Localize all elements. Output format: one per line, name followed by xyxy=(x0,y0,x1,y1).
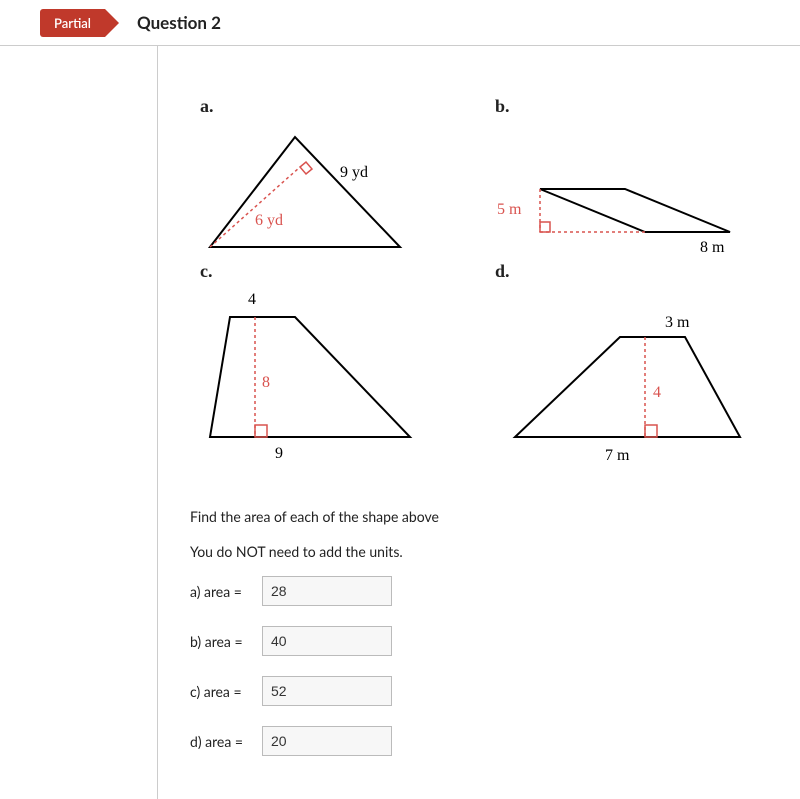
figure-c: c. 4 8 9 xyxy=(200,261,440,472)
trapezoid-c-svg: 4 8 9 xyxy=(200,282,430,472)
answer-d-label: d) area = xyxy=(190,731,262,752)
triangle-a-height-text: 6 yd xyxy=(255,212,283,229)
figures-grid: a. 6 yd 9 yd b. 5 m 8 m xyxy=(190,96,770,476)
triangle-a-svg: 6 yd 9 yd xyxy=(200,117,430,267)
instruction-line-1: Find the area of each of the shape above xyxy=(190,506,770,527)
trapezoid-c-height-text: 8 xyxy=(262,374,270,391)
vertical-divider xyxy=(157,46,158,799)
answer-d-input[interactable] xyxy=(262,726,392,756)
instructions-block: Find the area of each of the shape above… xyxy=(190,506,770,756)
figure-b: b. 5 m 8 m xyxy=(495,96,765,267)
partial-badge: Partial xyxy=(40,9,105,37)
trapezoid-d-top-text: 3 m xyxy=(665,314,690,331)
answer-b-label: b) area = xyxy=(190,631,262,652)
triangle-a-side-text: 9 yd xyxy=(340,164,368,181)
answer-row-d: d) area = xyxy=(190,726,770,756)
answer-row-b: b) area = xyxy=(190,626,770,656)
trapezoid-d-svg: 3 m 4 7 m xyxy=(495,282,755,472)
figure-a-label: a. xyxy=(200,96,214,116)
answer-a-input[interactable] xyxy=(262,576,392,606)
parallelogram-b-height-text: 5 m xyxy=(497,201,522,218)
answer-row-a: a) area = xyxy=(190,576,770,606)
answer-a-label: a) area = xyxy=(190,581,262,602)
question-content: a. 6 yd 9 yd b. 5 m 8 m xyxy=(170,46,800,799)
parallelogram-b-svg: 5 m 8 m xyxy=(495,117,755,267)
answer-c-label: c) area = xyxy=(190,681,262,702)
trapezoid-c-top-text: 4 xyxy=(248,291,256,308)
question-header: Partial Question 2 xyxy=(0,0,800,46)
answer-row-c: c) area = xyxy=(190,676,770,706)
figure-c-label: c. xyxy=(200,261,213,281)
figure-d: d. 3 m 4 7 m xyxy=(495,261,765,472)
trapezoid-d-height-text: 4 xyxy=(653,384,661,401)
answer-c-input[interactable] xyxy=(262,676,392,706)
figure-a: a. 6 yd 9 yd xyxy=(200,96,440,267)
parallelogram-b-base-text: 8 m xyxy=(700,239,725,256)
figure-b-label: b. xyxy=(495,96,510,116)
trapezoid-d-bottom-text: 7 m xyxy=(605,447,630,464)
figure-d-label: d. xyxy=(495,261,510,281)
question-title: Question 2 xyxy=(137,12,221,33)
instruction-line-2: You do NOT need to add the units. xyxy=(190,541,770,562)
trapezoid-c-bottom-text: 9 xyxy=(275,445,283,462)
answer-b-input[interactable] xyxy=(262,626,392,656)
